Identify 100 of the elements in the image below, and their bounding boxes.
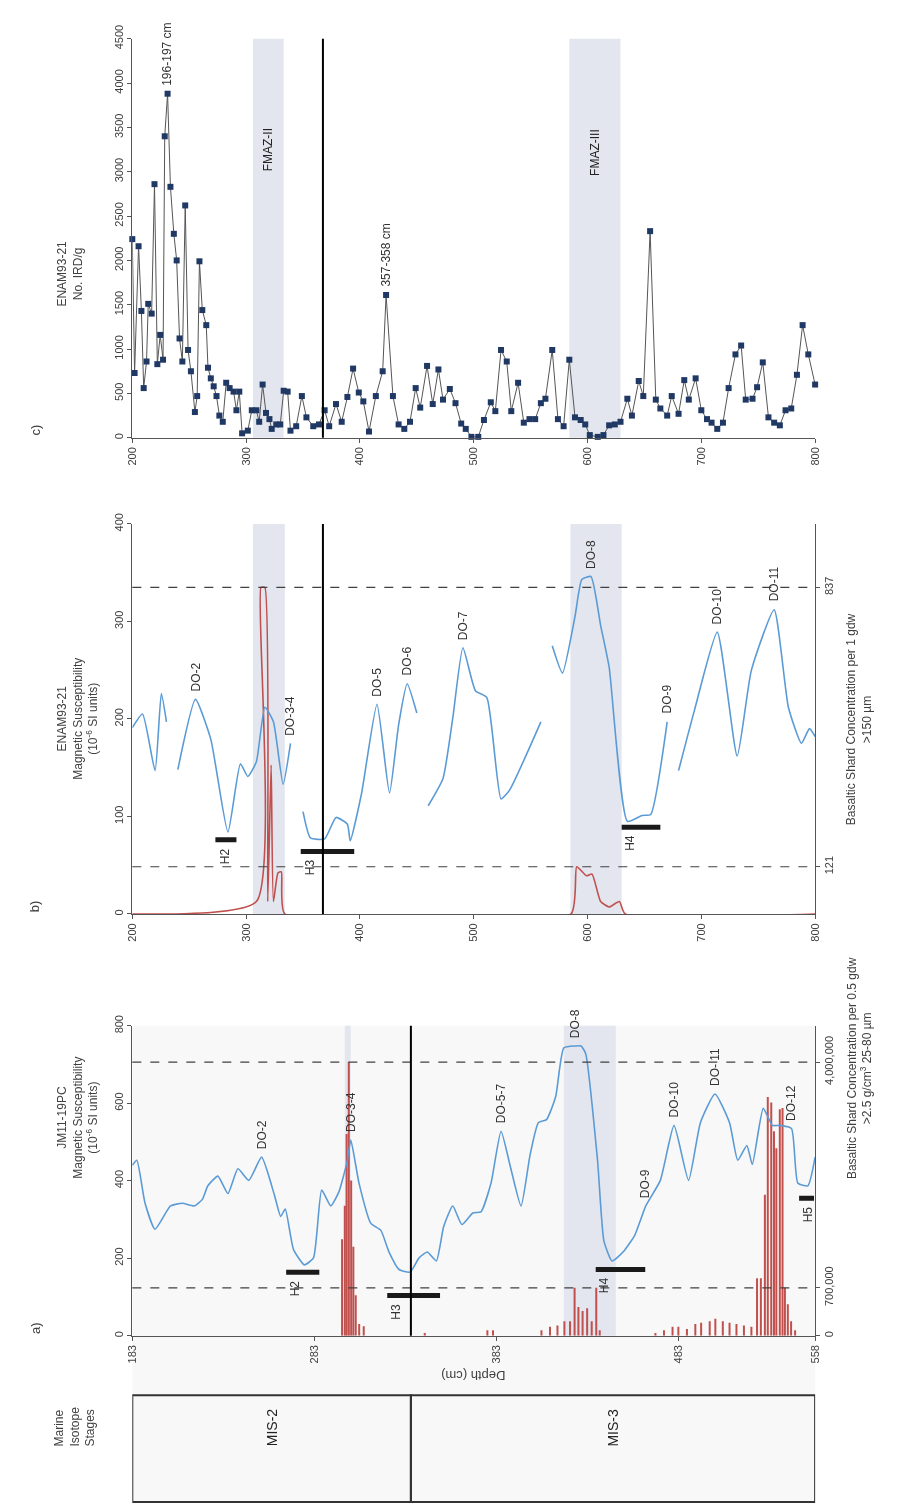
x-tick-label: 483 — [672, 1345, 685, 1364]
annotation: DO-3-4 — [343, 1092, 358, 1132]
y-tick-label: 4000 — [112, 69, 125, 94]
bar — [766, 1096, 769, 1336]
x-axis-title: Depth (cm) — [441, 1368, 506, 1384]
bar — [598, 1330, 601, 1336]
bar — [595, 1287, 598, 1336]
bar — [781, 1107, 784, 1336]
annotation: H2 — [217, 848, 232, 865]
annotation: DO-9 — [659, 684, 674, 714]
bar — [556, 1325, 559, 1336]
x-tick-label: 558 — [808, 1345, 821, 1364]
bar — [486, 1330, 489, 1336]
bar — [721, 1321, 724, 1336]
bar — [586, 1308, 589, 1336]
annotation: DO-2 — [254, 1120, 269, 1150]
annotation: DO-9 — [638, 1169, 653, 1199]
bar — [708, 1321, 711, 1336]
x-tick-label: 183 — [125, 1345, 138, 1364]
y-tick-label: 0 — [112, 1331, 125, 1338]
x-tick-label: 800 — [808, 923, 821, 942]
bar — [794, 1330, 797, 1336]
y-tick-label: 4500 — [112, 24, 125, 50]
band-label: FMAZ-II — [261, 128, 276, 172]
y-axis-title: ENAM93-21 No. IRD/g — [55, 240, 85, 307]
bar — [742, 1325, 745, 1336]
x-tick-label: 300 — [239, 923, 252, 942]
bar — [590, 1321, 593, 1336]
annotation: H3 — [388, 1304, 403, 1320]
y-tick-label: 300 — [112, 610, 125, 629]
annotation: DO-12 — [783, 1085, 798, 1121]
y-tick-label: 1000 — [112, 335, 125, 360]
x-tick-label: 300 — [239, 447, 252, 466]
y-tick-label: 1500 — [112, 290, 125, 316]
y-tick-label: 2000 — [112, 246, 125, 271]
annotation: DO-10 — [710, 588, 725, 625]
annotation: DO-8 — [583, 539, 598, 569]
text: a) — [27, 1322, 43, 1334]
bar — [563, 1321, 566, 1336]
text: Marine Isotope Stages — [52, 1406, 98, 1447]
annotation: H2 — [287, 1280, 302, 1297]
y-tick-label: 200 — [112, 708, 125, 727]
annotation: DO-3-4 — [283, 696, 298, 736]
y-tick-label: 400 — [112, 1169, 125, 1189]
y2-tick-label: 0 — [823, 1331, 836, 1338]
x-tick-label: 800 — [808, 447, 821, 466]
bar — [492, 1330, 495, 1336]
annotation: 196-197 cm — [160, 22, 175, 86]
bar — [728, 1322, 731, 1336]
x-tick-label: 200 — [125, 447, 138, 466]
bar — [700, 1322, 703, 1336]
annotation: DO-6 — [399, 646, 414, 676]
x-tick-label: 400 — [353, 923, 366, 942]
y2-tick-label: 4,000,000 — [823, 1035, 836, 1085]
y2-tick-label: 121 — [823, 855, 836, 875]
annotation: DO-7 — [455, 611, 470, 641]
annotation: 357-358 cm — [378, 223, 393, 287]
bar — [714, 1318, 717, 1336]
annotation: DO-10 — [666, 1081, 681, 1118]
band-label: MIS-3 — [605, 1409, 622, 1447]
annotation: DO- 11 — [707, 1047, 722, 1086]
annotation: DO-5 — [370, 667, 385, 697]
x-tick-label: 600 — [581, 923, 594, 942]
y-tick-label: 500 — [112, 382, 125, 401]
bar — [569, 1321, 572, 1336]
y2-tick-label: 837 — [823, 576, 836, 595]
x-tick-label: 500 — [467, 447, 480, 466]
x-tick-label: 700 — [694, 923, 707, 942]
bar — [573, 1287, 576, 1336]
y-tick-label: 600 — [112, 1092, 125, 1111]
bar — [735, 1324, 738, 1336]
annotation: DO-2 — [188, 662, 203, 692]
text: b) — [27, 900, 43, 913]
bar — [778, 1109, 781, 1336]
bar — [540, 1330, 543, 1336]
annotation: H4 — [597, 1277, 612, 1294]
annotation: DO-8 — [568, 1009, 583, 1039]
x-tick-label: 400 — [353, 447, 366, 466]
x-tick-label: 500 — [467, 923, 480, 942]
bar — [581, 1311, 584, 1336]
y-tick-label: 0 — [112, 909, 125, 916]
x-tick-label: 700 — [694, 447, 707, 466]
y2-axis-title: Basaltic Shard Concentration per 1 gdw >150 µm — [844, 613, 874, 826]
y-tick-label: 400 — [112, 513, 125, 532]
annotation: DO-5-7 — [493, 1083, 508, 1124]
bar — [694, 1324, 697, 1336]
text: c) — [27, 424, 43, 436]
y-tick-label: 2500 — [112, 202, 125, 227]
y-tick-label: 0 — [112, 433, 125, 440]
y2-tick-label: 700,000 — [823, 1266, 836, 1307]
line-series — [132, 1045, 816, 1273]
x-tick-label: 383 — [490, 1345, 503, 1364]
bar — [756, 1278, 759, 1336]
y-tick-label: 100 — [112, 805, 125, 824]
band-label: FMAZ-III — [587, 129, 602, 176]
annotation: H5 — [800, 1206, 815, 1223]
bar — [759, 1278, 762, 1336]
band-label: MIS-2 — [264, 1408, 281, 1447]
annotation: H4 — [623, 835, 638, 851]
x-tick-label: 200 — [125, 923, 138, 942]
